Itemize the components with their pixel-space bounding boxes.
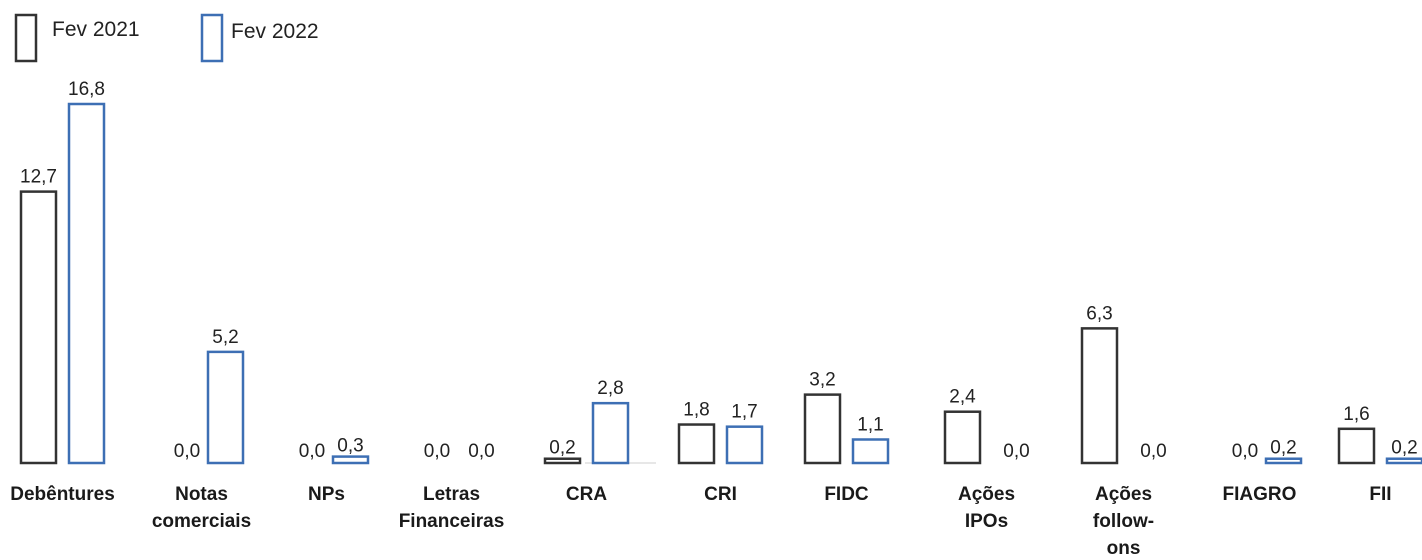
category-label-9-line-0: FIAGRO — [1223, 484, 1297, 505]
legend-swatch-fev-2022 — [200, 13, 224, 63]
plot-area: 12,7 16,8 Debêntures 0,0 5,2 Notas comerciais 0… — [10, 79, 1422, 559]
bar-series-1-cat-4 — [591, 401, 630, 465]
bar-series-0-cat-7 — [943, 410, 982, 465]
category-label-6-line-0: FIDC — [824, 484, 869, 505]
bar-series-0-cat-8 — [1080, 327, 1119, 465]
category-label-4-line-0: CRA — [566, 484, 607, 505]
data-label-series-1-cat-7: 0,0 — [1003, 441, 1029, 462]
data-label-series-1-cat-2: 0,3 — [337, 436, 363, 457]
category-label-2-line-0: NPs — [308, 484, 345, 505]
data-label-series-1-cat-8: 0,0 — [1140, 441, 1166, 462]
data-label-series-0-cat-4: 0,2 — [549, 438, 575, 459]
bar-series-1-cat-9 — [1264, 457, 1303, 465]
data-label-series-0-cat-6: 3,2 — [809, 370, 835, 391]
category-label-8-line-2: ons — [1107, 538, 1141, 559]
category-label-10-line-0: FII — [1369, 484, 1391, 505]
legend-swatch-fev-2021 — [14, 13, 38, 63]
data-label-series-0-cat-5: 1,8 — [683, 400, 709, 421]
data-label-series-0-cat-7: 2,4 — [949, 387, 976, 408]
legend-label-fev-2021: Fev 2021 — [52, 18, 140, 41]
category-label-3-line-1: Financeiras — [399, 511, 505, 532]
bar-series-1-cat-5 — [725, 425, 764, 465]
bar-series-1-cat-1 — [206, 350, 245, 465]
legend-label-fev-2022: Fev 2022 — [231, 20, 319, 43]
bar-series-0-cat-4 — [543, 457, 582, 465]
bar-series-1-cat-6 — [851, 438, 890, 465]
bar-series-1-cat-2 — [331, 455, 370, 465]
data-label-series-0-cat-3: 0,0 — [424, 441, 450, 462]
data-label-series-1-cat-9: 0,2 — [1270, 438, 1296, 459]
bar-series-0-cat-10 — [1337, 427, 1376, 465]
data-label-series-0-cat-0: 12,7 — [20, 167, 57, 188]
data-label-series-0-cat-2: 0,0 — [299, 441, 325, 462]
data-label-series-1-cat-5: 1,7 — [731, 402, 757, 423]
bar-series-0-cat-6 — [803, 393, 842, 465]
data-label-series-1-cat-1: 5,2 — [212, 327, 238, 348]
category-label-3-line-0: Letras — [423, 484, 480, 505]
category-label-5-line-0: CRI — [704, 484, 737, 505]
category-label-7-line-0: Ações — [958, 484, 1015, 505]
data-label-series-1-cat-10: 0,2 — [1391, 438, 1417, 459]
data-label-series-0-cat-1: 0,0 — [174, 441, 200, 462]
data-label-series-1-cat-0: 16,8 — [68, 79, 105, 100]
category-label-7-line-1: IPOs — [965, 511, 1008, 532]
data-label-series-0-cat-10: 1,6 — [1343, 404, 1369, 425]
bar-series-1-cat-0 — [67, 102, 106, 465]
category-label-8-line-0: Ações — [1095, 484, 1152, 505]
category-label-1-line-0: Notas — [175, 484, 228, 505]
legend: Fev 2021 Fev 2022 — [14, 13, 319, 63]
data-label-series-1-cat-4: 2,8 — [597, 378, 623, 399]
category-label-1-line-1: comerciais — [152, 511, 251, 532]
bar-series-1-cat-10 — [1385, 457, 1422, 465]
category-label-0-line-0: Debêntures — [10, 484, 115, 505]
data-label-series-1-cat-3: 0,0 — [468, 441, 494, 462]
data-label-series-0-cat-8: 6,3 — [1086, 303, 1112, 324]
category-label-8-line-1: follow- — [1093, 511, 1154, 532]
data-label-series-1-cat-6: 1,1 — [857, 414, 883, 435]
data-label-series-0-cat-9: 0,0 — [1232, 441, 1258, 462]
bar-series-0-cat-0 — [19, 190, 58, 465]
bar-series-0-cat-5 — [677, 423, 716, 465]
